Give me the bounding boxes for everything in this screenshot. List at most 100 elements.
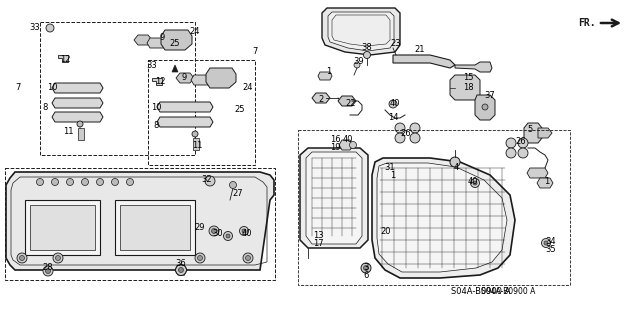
Text: 12: 12 — [60, 56, 70, 64]
Polygon shape — [338, 96, 356, 106]
Polygon shape — [52, 112, 103, 122]
Circle shape — [380, 185, 386, 191]
Circle shape — [51, 179, 58, 186]
Text: 4: 4 — [453, 164, 459, 173]
Circle shape — [544, 241, 548, 245]
Circle shape — [17, 253, 27, 263]
Polygon shape — [52, 83, 103, 93]
Circle shape — [473, 181, 477, 185]
Circle shape — [395, 123, 405, 133]
Circle shape — [111, 179, 118, 186]
Text: 10: 10 — [47, 83, 57, 92]
Text: 6: 6 — [364, 271, 369, 279]
Text: 36: 36 — [175, 258, 186, 268]
Text: 39: 39 — [354, 57, 364, 66]
Polygon shape — [455, 62, 492, 72]
Polygon shape — [152, 78, 162, 85]
Circle shape — [81, 179, 88, 186]
Circle shape — [230, 182, 237, 189]
Circle shape — [470, 179, 479, 188]
Text: 33: 33 — [147, 61, 157, 70]
Circle shape — [243, 253, 253, 263]
Bar — [78, 128, 84, 140]
Polygon shape — [157, 102, 213, 112]
Text: 18: 18 — [463, 83, 474, 92]
Polygon shape — [147, 38, 168, 48]
Text: 11: 11 — [63, 128, 73, 137]
Text: 32: 32 — [202, 175, 212, 184]
Polygon shape — [157, 117, 213, 127]
Circle shape — [192, 131, 198, 137]
Text: 12: 12 — [155, 78, 165, 86]
Polygon shape — [52, 98, 103, 108]
Polygon shape — [318, 72, 332, 80]
Circle shape — [205, 176, 215, 186]
Circle shape — [389, 100, 397, 108]
Circle shape — [364, 265, 369, 271]
Text: 31: 31 — [385, 164, 396, 173]
Polygon shape — [328, 12, 394, 51]
Polygon shape — [322, 8, 400, 55]
Circle shape — [43, 266, 53, 276]
Text: 40: 40 — [468, 176, 478, 186]
Circle shape — [53, 253, 63, 263]
Text: 40: 40 — [390, 100, 400, 108]
Text: 25: 25 — [170, 39, 180, 48]
Text: 25: 25 — [235, 105, 245, 114]
Text: 1: 1 — [545, 176, 550, 186]
Text: 40: 40 — [343, 136, 353, 145]
Text: 21: 21 — [415, 46, 425, 55]
Text: 2: 2 — [318, 94, 324, 103]
Circle shape — [518, 138, 528, 148]
Polygon shape — [120, 205, 190, 250]
Circle shape — [198, 256, 202, 261]
Text: 30: 30 — [212, 228, 223, 238]
Circle shape — [175, 264, 186, 276]
Circle shape — [506, 148, 516, 158]
Text: 7: 7 — [252, 48, 258, 56]
Polygon shape — [450, 75, 480, 100]
Text: 33: 33 — [29, 24, 40, 33]
Text: 8: 8 — [154, 121, 159, 130]
Polygon shape — [475, 95, 495, 120]
Text: 9: 9 — [159, 33, 164, 41]
Text: 28: 28 — [43, 263, 53, 271]
Text: 13: 13 — [313, 232, 323, 241]
Text: 34: 34 — [546, 236, 556, 246]
Polygon shape — [25, 200, 100, 255]
Circle shape — [127, 179, 134, 186]
Polygon shape — [134, 35, 152, 45]
Polygon shape — [30, 205, 95, 250]
Text: 40: 40 — [242, 228, 252, 238]
Circle shape — [209, 226, 219, 236]
Text: 10: 10 — [151, 102, 161, 112]
Circle shape — [77, 121, 83, 127]
Polygon shape — [373, 232, 395, 244]
Circle shape — [395, 133, 405, 143]
Circle shape — [380, 174, 387, 182]
Bar — [193, 138, 199, 150]
Circle shape — [36, 179, 44, 186]
Circle shape — [45, 269, 51, 273]
Circle shape — [19, 256, 24, 261]
Polygon shape — [312, 93, 330, 103]
Polygon shape — [527, 168, 548, 178]
Polygon shape — [58, 55, 68, 62]
Text: 1: 1 — [390, 170, 396, 180]
Circle shape — [518, 148, 528, 158]
Text: S04A-B0900 A: S04A-B0900 A — [481, 286, 536, 295]
Text: 20: 20 — [381, 227, 391, 236]
Polygon shape — [6, 172, 274, 270]
Text: 24: 24 — [243, 84, 253, 93]
Text: 5: 5 — [527, 125, 532, 135]
Circle shape — [354, 62, 360, 68]
Text: 19: 19 — [330, 144, 340, 152]
Text: 37: 37 — [484, 92, 495, 100]
Circle shape — [246, 256, 250, 261]
Polygon shape — [161, 30, 192, 50]
Circle shape — [242, 229, 246, 233]
Polygon shape — [206, 68, 236, 88]
Circle shape — [195, 253, 205, 263]
Polygon shape — [537, 178, 553, 188]
Circle shape — [410, 123, 420, 133]
